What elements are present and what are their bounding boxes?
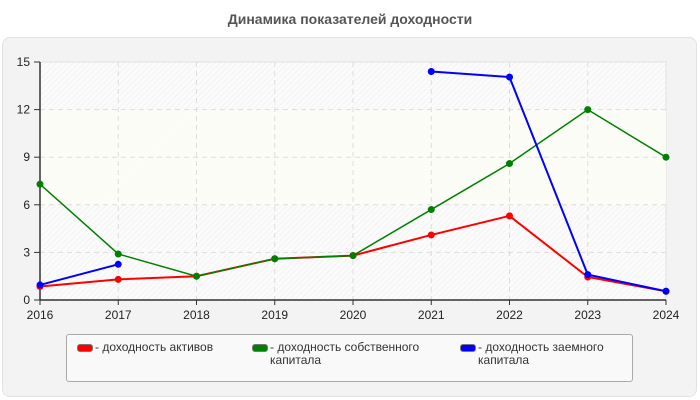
legend: - доходность активов - доходность собств… [66, 334, 633, 382]
x-tick-label: 2020 [340, 308, 367, 322]
data-point[interactable] [506, 73, 513, 81]
data-point[interactable] [271, 255, 279, 263]
data-point[interactable] [114, 260, 122, 268]
y-tick-label: 0 [23, 293, 30, 307]
data-point[interactable] [662, 287, 670, 295]
data-point[interactable] [506, 212, 513, 220]
data-point[interactable] [427, 206, 435, 214]
data-point[interactable] [427, 68, 435, 76]
data-point[interactable] [506, 160, 513, 168]
chart-title: Динамика показателей доходности [227, 11, 473, 27]
y-tick-label: 15 [17, 55, 31, 69]
legend-item-equity: - доходность собственного капитала [252, 341, 419, 367]
data-point[interactable] [427, 231, 435, 239]
y-tick-label: 12 [17, 103, 31, 117]
series-line [36, 106, 670, 280]
legend-label: - доходность активов [95, 340, 214, 354]
data-point[interactable] [193, 272, 200, 280]
x-tick-label: 2019 [261, 308, 288, 322]
data-point[interactable] [36, 180, 44, 188]
y-tick-label: 9 [23, 150, 30, 164]
x-tick-label: 2017 [105, 308, 132, 322]
x-tick-label: 2024 [653, 308, 680, 322]
axes: 0 3 6 9 12 15 2016 2017 2018 2019 2020 2021 2022 2023… [17, 55, 680, 322]
legend-item-debt: - доходность заемного капитала [460, 341, 604, 367]
x-tick-label: 2021 [418, 308, 445, 322]
legend-swatch-red [77, 344, 93, 352]
data-point[interactable] [114, 275, 122, 283]
legend-item-assets: - доходность активов [77, 341, 213, 354]
legend-label: - доходность заемного капитала [478, 340, 604, 367]
data-point[interactable] [584, 106, 592, 114]
data-point[interactable] [114, 250, 122, 258]
legend-swatch-green [252, 344, 268, 352]
legend-label: - доходность собственного капитала [270, 340, 420, 367]
data-point[interactable] [584, 271, 592, 279]
x-tick-label: 2023 [574, 308, 601, 322]
x-tick-label: 2022 [496, 308, 523, 322]
y-tick-label: 3 [23, 245, 30, 259]
data-point[interactable] [349, 252, 357, 260]
series-line [36, 68, 670, 295]
y-tick-label: 6 [23, 198, 30, 212]
data-point[interactable] [662, 153, 670, 161]
x-tick-label: 2018 [183, 308, 210, 322]
legend-swatch-blue [460, 344, 476, 352]
x-tick-label: 2016 [27, 308, 54, 322]
data-series [36, 68, 670, 295]
data-point[interactable] [36, 281, 44, 289]
